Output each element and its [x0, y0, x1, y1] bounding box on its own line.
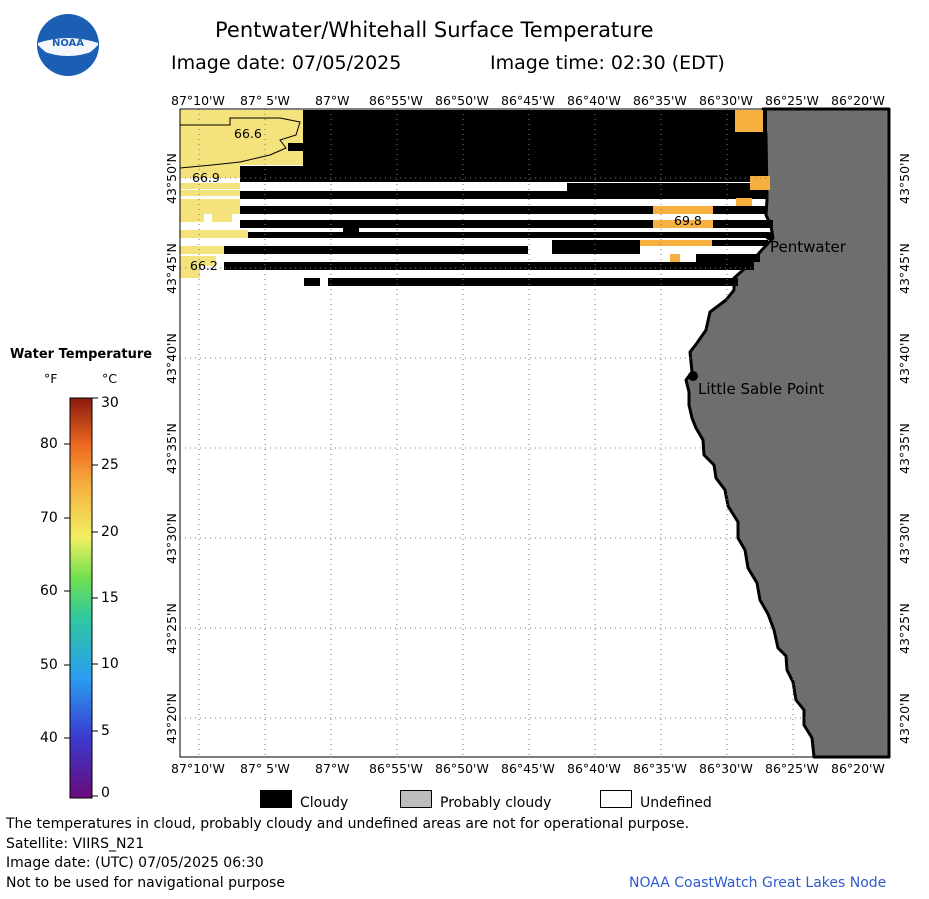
lat-tick-right: 43°20'N — [897, 693, 912, 744]
nav-warning: Not to be used for navigational purpose — [6, 875, 285, 891]
warm-water-topleft — [180, 110, 303, 178]
pentwater-label: Pentwater — [770, 238, 846, 256]
lat-tick-right: 43°30'N — [897, 513, 912, 564]
page-title: Pentwater/Whitehall Surface Temperature — [215, 18, 654, 42]
colorbar-c-tick: 0 — [101, 785, 110, 801]
disclaimer: The temperatures in cloud, probably clou… — [6, 816, 690, 832]
colorbar-unit-c: °C — [102, 371, 117, 386]
lon-tick-top: 87°W — [315, 93, 350, 108]
lon-tick-bottom: 86°30'W — [699, 761, 753, 776]
legend-cloudy-swatch — [260, 790, 292, 808]
legend-cloudy-label: Cloudy — [300, 795, 349, 811]
lat-tick-left: 43°30'N — [164, 513, 179, 564]
credit: NOAA CoastWatch Great Lakes Node — [629, 875, 887, 891]
satellite: Satellite: VIIRS_N21 — [6, 836, 145, 852]
contour-label: 66.9 — [192, 170, 220, 185]
lon-tick-bottom: 86°50'W — [435, 761, 489, 776]
colorbar-f-tick: 80 — [40, 436, 58, 452]
little-sable-label: Little Sable Point — [698, 380, 825, 398]
lat-tick-left: 43°25'N — [164, 603, 179, 654]
colorbar-title: Water Temperature — [10, 347, 153, 362]
colorbar-unit-f: °F — [44, 371, 58, 386]
lat-tick-left: 43°40'N — [164, 333, 179, 384]
legend-probably-cloudy-swatch — [400, 790, 432, 808]
lat-tick-right: 43°45'N — [897, 243, 912, 294]
lat-tick-left: 43°35'N — [164, 423, 179, 474]
colorbar-f-tick: 50 — [40, 657, 58, 673]
legend-undefined-label: Undefined — [640, 795, 712, 811]
lon-tick-bottom: 86°55'W — [369, 761, 423, 776]
lon-tick-top: 86°30'W — [699, 93, 753, 108]
contour-label: 66.6 — [234, 126, 262, 141]
little-sable-marker — [688, 371, 698, 381]
colorbar-f-tick: 40 — [40, 730, 58, 746]
lon-tick-bottom: 87°10'W — [171, 761, 225, 776]
lon-tick-bottom: 86°20'W — [831, 761, 885, 776]
colorbar-c-tick: 15 — [101, 590, 119, 606]
legend-undefined-swatch — [600, 790, 632, 808]
contour-label: 69.8 — [674, 213, 702, 228]
lon-tick-top: 86°55'W — [369, 93, 423, 108]
logo-text: NOAA — [52, 38, 84, 49]
lon-tick-top: 87° 5'W — [240, 93, 290, 108]
land-area — [684, 107, 891, 759]
lat-tick-right: 43°40'N — [897, 333, 912, 384]
lon-tick-bottom: 86°40'W — [567, 761, 621, 776]
lon-tick-top: 86°20'W — [831, 93, 885, 108]
noaa-logo: NOAA — [37, 14, 99, 76]
lon-tick-bottom: 86°45'W — [501, 761, 555, 776]
lat-tick-left: 43°20'N — [164, 693, 179, 744]
lon-tick-bottom: 87° 5'W — [240, 761, 290, 776]
colorbar-c-tick: 25 — [101, 457, 119, 473]
utc-date: Image date: (UTC) 07/05/2025 06:30 — [6, 855, 264, 871]
lon-tick-bottom: 86°25'W — [765, 761, 819, 776]
lat-tick-left: 43°45'N — [164, 243, 179, 294]
lon-tick-top: 87°10'W — [171, 93, 225, 108]
lon-tick-bottom: 87°W — [315, 761, 350, 776]
graticule — [180, 109, 889, 757]
lon-tick-top: 86°25'W — [765, 93, 819, 108]
lon-tick-bottom: 86°35'W — [633, 761, 687, 776]
lat-tick-left: 43°50'N — [164, 153, 179, 204]
image-date: Image date: 07/05/2025 — [171, 52, 402, 74]
image-time: Image time: 02:30 (EDT) — [490, 52, 725, 74]
lon-tick-top: 86°50'W — [435, 93, 489, 108]
colorbar-c-tick: 20 — [101, 524, 119, 540]
colorbar-f-tick: 70 — [40, 510, 58, 526]
colorbar — [64, 397, 98, 799]
lat-tick-right: 43°25'N — [897, 603, 912, 654]
lon-tick-top: 86°45'W — [501, 93, 555, 108]
colorbar-c-tick: 30 — [101, 395, 119, 411]
contour-label: 66.2 — [190, 258, 218, 273]
legend-probably-cloudy-label: Probably cloudy — [440, 795, 552, 811]
pentwater-marker — [765, 232, 773, 240]
warm-contour — [179, 117, 301, 169]
colorbar-c-tick: 10 — [101, 656, 119, 672]
cloud-stripes — [180, 110, 773, 286]
colorbar-c-tick: 5 — [101, 723, 110, 739]
lat-tick-right: 43°35'N — [897, 423, 912, 474]
lon-tick-top: 86°35'W — [633, 93, 687, 108]
colorbar-f-tick: 60 — [40, 583, 58, 599]
lon-tick-top: 86°40'W — [567, 93, 621, 108]
lat-tick-right: 43°50'N — [897, 153, 912, 204]
